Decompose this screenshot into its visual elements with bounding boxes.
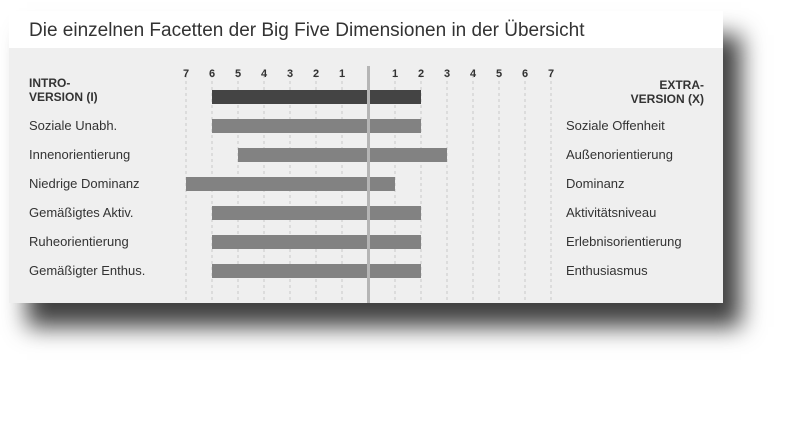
facet-label-introversion: Soziale Unabh. [29, 118, 118, 133]
bar-introversion [238, 148, 367, 162]
facet-label-extraversion: Außenorientierung [566, 147, 673, 162]
tick-label: 2 [418, 68, 424, 80]
tick-label: 6 [209, 68, 215, 80]
tick-label: 2 [313, 68, 319, 80]
bar-introversion [212, 206, 367, 220]
bar-extraversion [370, 206, 421, 220]
tick-label: 6 [522, 68, 528, 80]
pole-label-extraversion: EXTRA- VERSION (X) [604, 78, 704, 106]
facet-label-introversion: Ruheorientierung [29, 234, 129, 249]
facet-label-extraversion: Erlebnisorientierung [566, 234, 682, 249]
facet-label-extraversion: Enthusiasmus [566, 263, 648, 278]
facet-label-introversion: Niedrige Dominanz [29, 176, 140, 191]
facet-label-introversion: Innenorientierung [29, 147, 131, 162]
chart-title: Die einzelnen Facetten der Big Five Dime… [29, 20, 585, 41]
bar-extraversion [370, 235, 421, 249]
tick-label: 4 [470, 68, 477, 80]
facet-label-introversion: Gemäßigtes Aktiv. [29, 205, 134, 220]
bipolar-bar-chart: 7 6 5 4 3 2 1 1 2 3 4 5 6 7 [183, 66, 554, 303]
tick-label: 5 [496, 68, 502, 80]
bar-extraversion [370, 264, 421, 278]
bar-extraversion [370, 148, 447, 162]
facet-label-extraversion: Aktivitätsniveau [566, 205, 657, 220]
chart-card: Die einzelnen Facetten der Big Five Dime… [9, 11, 723, 303]
bar-introversion [212, 90, 367, 104]
pole-right-line-2: VERSION (X) [630, 92, 704, 106]
tick-label: 1 [392, 68, 398, 80]
tick-label: 7 [183, 68, 189, 80]
tick-label: 3 [444, 68, 450, 80]
pole-label-introversion: INTRO- VERSION (I) [29, 76, 98, 104]
tick-label: 7 [548, 68, 554, 80]
pole-left-line-2: VERSION (I) [29, 90, 98, 104]
pole-left-line-1: INTRO- [29, 76, 71, 90]
bar-introversion [212, 119, 367, 133]
bar-introversion [186, 177, 367, 191]
center-line [367, 66, 370, 303]
bar-extraversion [370, 177, 395, 191]
facet-label-extraversion: Soziale Offenheit [566, 118, 665, 133]
tick-label: 3 [287, 68, 293, 80]
facet-label-extraversion: Dominanz [566, 176, 625, 191]
title-bar: Die einzelnen Facetten der Big Five Dime… [9, 11, 723, 48]
bar-introversion [212, 264, 367, 278]
facet-label-introversion: Gemäßigter Enthus. [29, 263, 146, 278]
tick-label: 4 [261, 68, 268, 80]
pole-right-line-1: EXTRA- [659, 78, 704, 92]
tick-label: 5 [235, 68, 241, 80]
tick-label: 1 [339, 68, 345, 80]
bar-extraversion [370, 90, 421, 104]
bar-introversion [212, 235, 367, 249]
bar-extraversion [370, 119, 421, 133]
